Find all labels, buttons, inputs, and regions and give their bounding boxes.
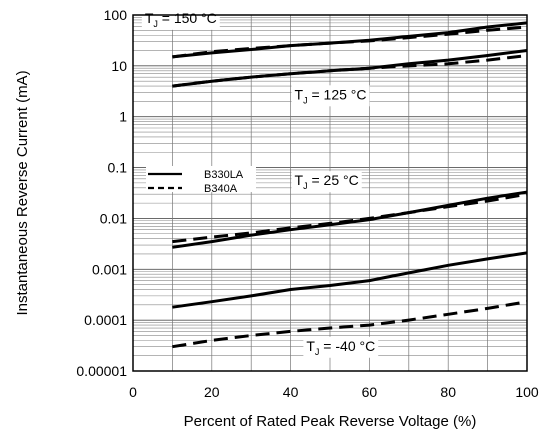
x-tick-label: 60 — [362, 384, 378, 400]
series-lines — [172, 21, 528, 349]
series-line-b340a-tj-25 — [172, 192, 528, 244]
y-tick-label: 0.001 — [92, 261, 127, 277]
curve-annotations: TJ = 150 °C TJ = 125 °C TJ = 25 °C TJ = -40… — [141, 8, 379, 358]
series-line-b340a-tj-150 — [172, 25, 528, 59]
temperature-label-background — [291, 85, 370, 107]
temperature-label: TJ = 125 °C — [295, 86, 367, 105]
y-tick-label: 0.0001 — [84, 312, 127, 328]
tick-labels: 0 20 40 60 80 100 0.00001 0.0001 0.001 0.01 0.1 1 10… — [76, 7, 539, 400]
temperature-label: TJ = 25 °C — [295, 172, 359, 191]
temperature-label: TJ = 150 °C — [145, 10, 217, 29]
legend-label-b340a: B340A — [204, 183, 238, 195]
plot-area-frame — [132, 14, 528, 372]
y-tick-label: 0.01 — [100, 210, 127, 226]
series-line-b340a-tj--40 — [172, 300, 528, 349]
x-tick-label: 100 — [515, 384, 539, 400]
y-tick-label: 100 — [104, 7, 128, 23]
temperature-label-background — [291, 171, 362, 193]
x-axis-title: Percent of Rated Peak Reverse Voltage (%… — [184, 413, 477, 430]
y-tick-label: 0.00001 — [76, 363, 127, 379]
y-axis-title: Instantaneous Reverse Current (mA) — [14, 70, 31, 315]
gridlines — [133, 15, 527, 372]
x-tick-label: 0 — [129, 384, 137, 400]
x-tick-label: 40 — [283, 384, 299, 400]
series-line-b330la-tj--40 — [172, 251, 528, 309]
y-tick-label: 1 — [119, 109, 127, 125]
x-tick-label: 20 — [204, 384, 220, 400]
temperature-label-background — [141, 8, 220, 30]
temperature-label-background — [303, 336, 379, 358]
legend-label-b330la: B330LA — [204, 169, 244, 181]
y-tick-label: 0.1 — [108, 160, 128, 176]
legend-background — [146, 166, 256, 192]
y-tick-label: 10 — [111, 58, 127, 74]
series-line-b340a-tj-125 — [172, 54, 528, 88]
legend: B330LA B340A — [146, 166, 256, 195]
x-tick-label: 80 — [440, 384, 456, 400]
temperature-label: TJ = -40 °C — [306, 338, 375, 357]
